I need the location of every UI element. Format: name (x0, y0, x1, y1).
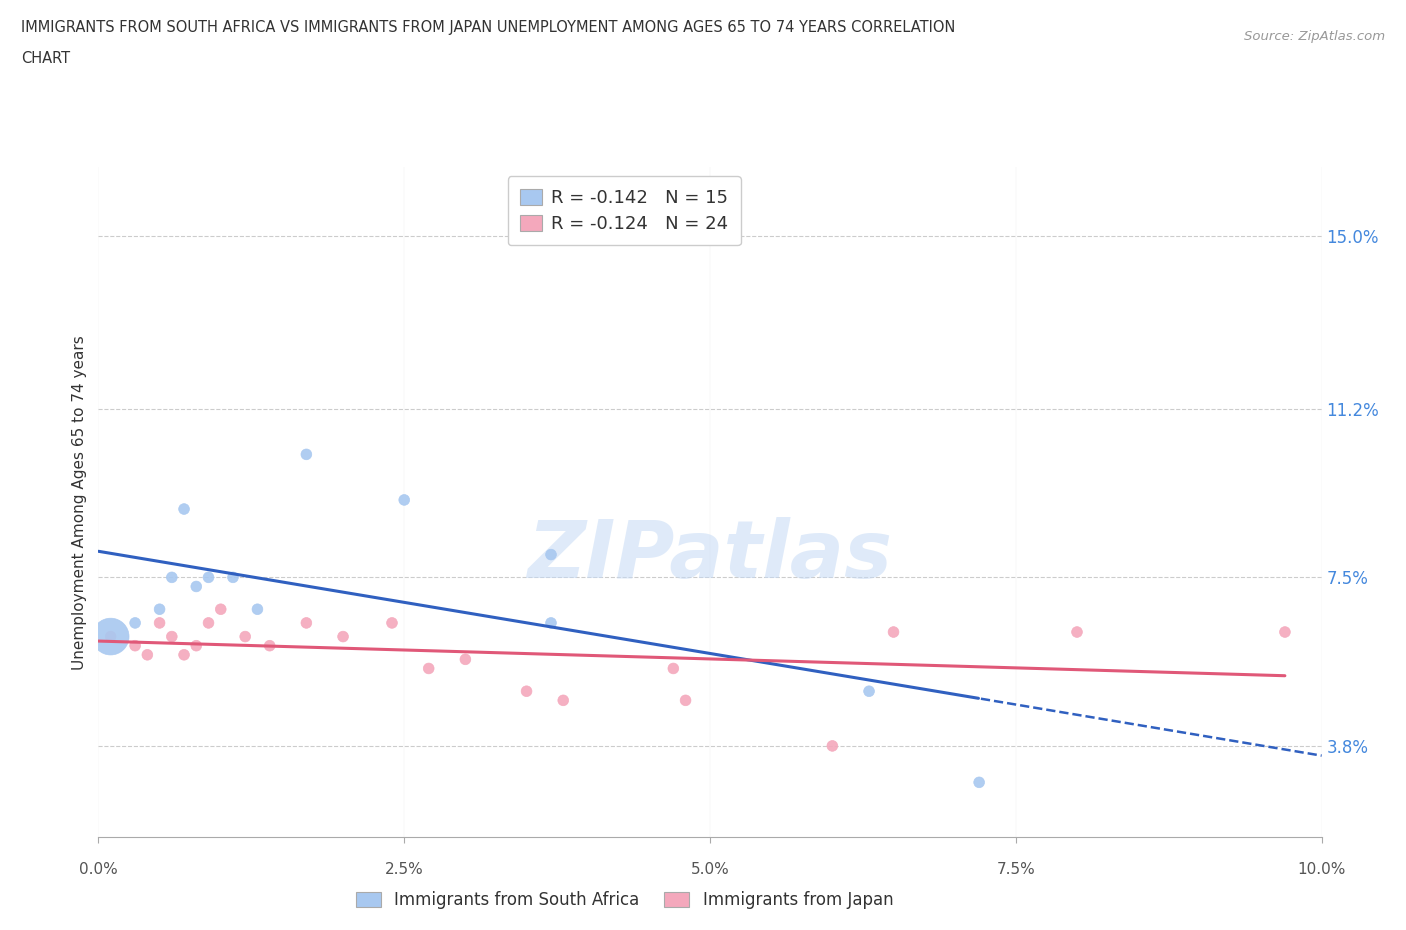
Point (295, 616, 318, 631)
Point (332, 629, 354, 644)
Text: 10.0%: 10.0% (1298, 862, 1346, 877)
Point (100, 629, 122, 644)
Point (149, 616, 172, 631)
Text: CHART: CHART (21, 51, 70, 66)
Point (197, 570, 219, 585)
Point (100, 629, 122, 644)
Point (1066, 625, 1088, 640)
Text: Source: ZipAtlas.com: Source: ZipAtlas.com (1244, 30, 1385, 43)
Point (233, 629, 256, 644)
Point (540, 547, 562, 562)
Point (392, 493, 416, 508)
Text: 5.0%: 5.0% (690, 862, 730, 877)
Point (136, 647, 159, 662)
Text: 7.5%: 7.5% (997, 862, 1035, 877)
Point (540, 616, 562, 631)
Point (454, 652, 477, 667)
Point (209, 602, 232, 617)
Point (246, 602, 269, 617)
Text: 2.5%: 2.5% (385, 862, 423, 877)
Point (124, 616, 146, 631)
Point (149, 602, 172, 617)
Point (197, 616, 219, 631)
Y-axis label: Unemployment Among Ages 65 to 74 years: Unemployment Among Ages 65 to 74 years (72, 335, 87, 670)
Point (173, 647, 195, 662)
Point (160, 629, 183, 644)
Point (675, 693, 697, 708)
Point (186, 579, 208, 594)
Text: 0.0%: 0.0% (79, 862, 118, 877)
Point (418, 661, 440, 676)
Point (967, 775, 990, 790)
Point (160, 570, 183, 585)
Legend: Immigrants from South Africa, Immigrants from Japan: Immigrants from South Africa, Immigrants… (349, 884, 900, 916)
Point (295, 447, 318, 462)
Point (883, 625, 905, 640)
Point (516, 684, 538, 698)
Point (1274, 625, 1296, 640)
Text: IMMIGRANTS FROM SOUTH AFRICA VS IMMIGRANTS FROM JAPAN UNEMPLOYMENT AMONG AGES 65: IMMIGRANTS FROM SOUTH AFRICA VS IMMIGRAN… (21, 20, 956, 35)
Point (124, 638, 146, 653)
Point (173, 501, 195, 516)
Point (381, 616, 404, 631)
Point (553, 693, 575, 708)
Text: ZIPatlas: ZIPatlas (527, 517, 893, 595)
Point (858, 684, 880, 698)
Point (222, 570, 245, 585)
Point (821, 738, 844, 753)
Point (662, 661, 685, 676)
Point (259, 638, 281, 653)
Point (186, 638, 208, 653)
